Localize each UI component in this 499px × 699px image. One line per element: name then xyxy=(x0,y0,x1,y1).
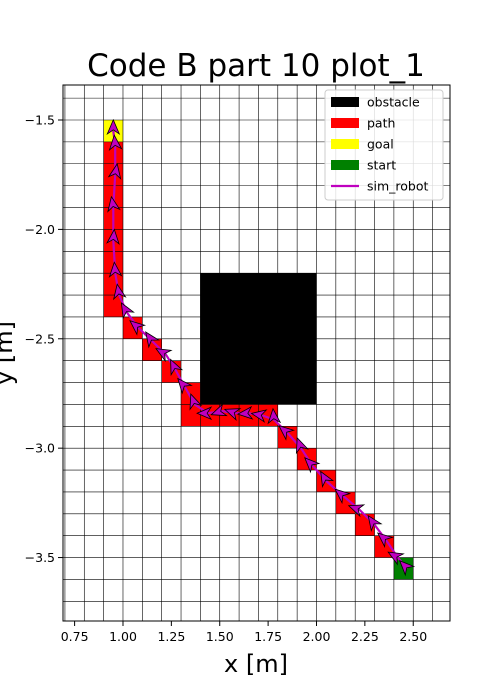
legend-swatch-goal xyxy=(331,139,359,149)
sim-robot-pose-marker xyxy=(189,393,203,411)
sim-robot-pose-marker xyxy=(112,283,127,301)
x-tick-label: 1.00 xyxy=(109,629,137,644)
sim-robot-pose-marker xyxy=(106,118,121,135)
x-axis-label: x [m] xyxy=(224,650,288,678)
y-tick-label: −2.0 xyxy=(25,222,55,237)
sim-robot-pose-marker xyxy=(107,162,122,180)
sim-robot-pose-marker xyxy=(177,377,193,395)
sim-robot-layer xyxy=(106,118,416,577)
sim-robot-pose-marker xyxy=(398,559,416,577)
sim-robot-pose-marker xyxy=(155,348,173,363)
x-tick-label: 2.25 xyxy=(351,629,379,644)
legend-swatch-start xyxy=(331,160,359,170)
sim-robot-pose-marker xyxy=(236,405,254,420)
path-cell xyxy=(181,404,201,427)
sim-robot-pose-marker xyxy=(170,358,184,377)
sim-robot-pose-marker xyxy=(250,409,268,423)
chart-title: Code B part 10 plot_1 xyxy=(87,48,425,84)
sim-robot-pose-marker xyxy=(129,320,147,336)
sim-robot-pose-marker xyxy=(347,504,366,518)
legend-items: obstacle path goal start sim_robot xyxy=(331,95,429,194)
sim-robot-pose-marker xyxy=(334,488,352,505)
path-cell xyxy=(122,316,143,339)
path-cell xyxy=(103,141,123,164)
sim-robot-pose-marker xyxy=(210,403,228,417)
legend-label-sim-robot: sim_robot xyxy=(367,179,429,194)
legend-label-path: path xyxy=(367,116,395,131)
sim-robot-pose-marker xyxy=(267,407,282,425)
sim-robot-pose-marker xyxy=(304,457,321,474)
legend-label-start: start xyxy=(367,158,396,173)
sim-robot-pose-marker xyxy=(108,261,123,278)
y-axis-ticks: −3.5 −3.0 −2.5 −2.0 −1.5 xyxy=(25,113,63,565)
sim-robot-pose-marker xyxy=(278,425,296,441)
legend-swatch-path xyxy=(331,118,359,128)
x-tick-label: 2.00 xyxy=(303,629,331,644)
sim-robot-pose-marker xyxy=(120,302,135,320)
x-tick-label: 1.75 xyxy=(254,629,282,644)
sim-robot-pose-marker xyxy=(107,195,121,213)
sim-robot-pose-marker xyxy=(320,470,335,488)
sim-robot-pose-marker xyxy=(196,406,213,421)
legend-label-goal: goal xyxy=(367,137,394,152)
x-axis-ticks: 0.75 1.00 1.25 1.50 1.75 2.00 2.25 2.50 xyxy=(61,621,427,644)
y-tick-label: −3.5 xyxy=(25,550,55,565)
x-tick-label: 2.50 xyxy=(399,629,427,644)
y-tick-label: −2.5 xyxy=(25,331,55,346)
sim-robot-pose-marker xyxy=(145,331,160,349)
sim-robot-pose-marker xyxy=(376,532,394,548)
legend-swatch-obstacle xyxy=(331,97,359,107)
sim-robot-pose-marker xyxy=(367,514,383,532)
x-tick-label: 1.50 xyxy=(206,629,234,644)
legend-box xyxy=(324,89,444,201)
y-tick-label: −1.5 xyxy=(25,113,55,128)
x-tick-label: 1.25 xyxy=(157,629,185,644)
path-cell xyxy=(103,251,123,274)
legend-label-obstacle: obstacle xyxy=(367,95,420,110)
axes-frame xyxy=(62,84,451,622)
legend: obstacle path goal start sim_robot xyxy=(324,89,444,201)
sim-robot-pose-marker xyxy=(106,228,120,245)
y-axis-label: y [m] xyxy=(0,321,18,385)
sim-robot-pose-marker xyxy=(295,436,309,455)
x-tick-label: 0.75 xyxy=(61,629,89,644)
sim-robot-pose-marker xyxy=(108,134,123,151)
path-cell xyxy=(103,295,123,317)
sim-robot-pose-marker xyxy=(387,551,405,566)
sim-robot-pose-marker xyxy=(223,408,242,422)
y-tick-label: −3.0 xyxy=(25,441,55,456)
